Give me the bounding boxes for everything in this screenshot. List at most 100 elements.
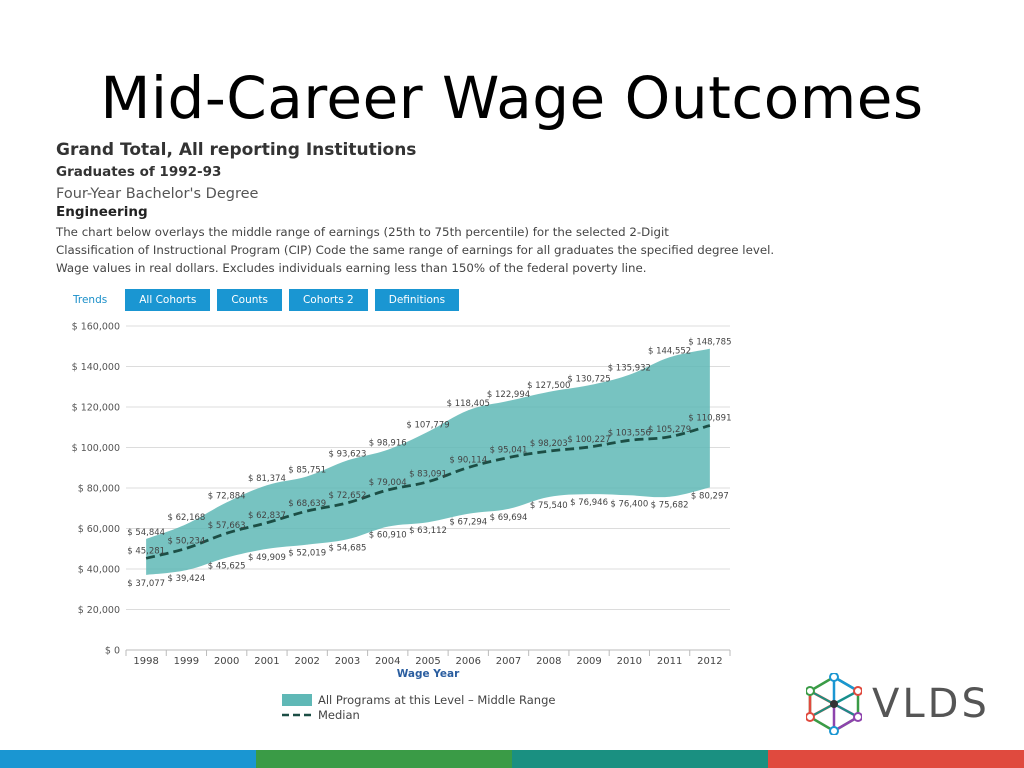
range-high-label: $ 122,994	[487, 390, 530, 400]
vlds-logo: VLDS	[806, 673, 990, 735]
x-tick-label: 2012	[697, 656, 722, 667]
median-label: $ 100,227	[567, 435, 610, 445]
y-tick-label: $ 20,000	[78, 605, 120, 616]
range-low-label: $ 75,540	[530, 501, 568, 511]
chart-tabs: Trends All Cohorts Counts Cohorts 2 Defi…	[65, 289, 466, 311]
legend-median-label: Median	[318, 707, 360, 722]
median-label: $ 95,041	[490, 446, 528, 456]
x-tick-label: 1999	[174, 656, 199, 667]
range-low-label: $ 39,424	[167, 574, 205, 584]
wage-chart: $ 0 $ 20,000 $ 40,000 $ 60,000 $ 80,000 $ 100…	[72, 322, 732, 681]
median-label: $ 50,234	[167, 536, 205, 546]
description-line: Wage values in real dollars. Excludes in…	[56, 261, 647, 275]
legend-item-range[interactable]: All Programs at this Level – Middle Rang…	[282, 692, 555, 707]
y-tick-label: $ 80,000	[78, 484, 120, 495]
x-tick-label: 2001	[254, 656, 279, 667]
median-swatch	[282, 709, 312, 721]
footer-segment-blue	[0, 750, 256, 768]
range-low-label: $ 69,694	[490, 513, 528, 523]
x-tick-label: 1998	[133, 656, 158, 667]
y-tick-label: $ 60,000	[78, 524, 120, 535]
range-low-label: $ 75,682	[651, 501, 689, 511]
x-tick-label: 2000	[214, 656, 239, 667]
range-low-label: $ 76,400	[610, 499, 648, 509]
median-label: $ 79,004	[369, 478, 407, 488]
range-low-label: $ 45,625	[208, 562, 246, 572]
trends-link[interactable]: Trends	[73, 294, 108, 306]
footer-segment-teal	[512, 750, 768, 768]
median-label: $ 83,091	[409, 470, 447, 480]
x-tick-label: 2007	[496, 656, 521, 667]
x-tick-label: 2009	[576, 656, 601, 667]
footer-color-bar	[0, 750, 1024, 768]
range-high-label: $ 85,751	[288, 465, 326, 475]
logo-text: VLDS	[872, 681, 990, 727]
median-label: $ 98,203	[530, 439, 568, 449]
range-low-label: $ 60,910	[369, 531, 407, 541]
x-tick-label: 2008	[536, 656, 561, 667]
x-tick-label: 2003	[335, 656, 360, 667]
counts-button[interactable]: Counts	[217, 289, 282, 311]
median-label: $ 105,279	[648, 425, 691, 435]
median-label: $ 57,663	[208, 521, 246, 531]
cohorts-2-button[interactable]: Cohorts 2	[288, 289, 368, 311]
range-high-label: $ 148,785	[688, 338, 731, 348]
definitions-button[interactable]: Definitions	[374, 289, 460, 311]
range-high-label: $ 144,552	[648, 346, 691, 356]
range-low-label: $ 49,909	[248, 553, 286, 563]
range-swatch	[282, 693, 312, 706]
range-high-label: $ 81,374	[248, 474, 286, 484]
legend-item-median[interactable]: Median	[282, 707, 555, 722]
median-label: $ 68,639	[288, 499, 326, 509]
range-low-label: $ 67,294	[449, 518, 487, 528]
median-label: $ 45,281	[127, 546, 165, 556]
range-low-label: $ 37,077	[127, 579, 165, 589]
degree-label: Four-Year Bachelor's Degree	[56, 186, 259, 202]
report-header: Grand Total, All reporting Institutions …	[56, 140, 796, 277]
network-icon	[806, 673, 862, 735]
median-label: $ 90,114	[449, 456, 487, 466]
range-high-label: $ 93,623	[329, 449, 367, 459]
range-high-label: $ 130,725	[567, 374, 610, 384]
y-tick-label: $ 140,000	[72, 362, 120, 373]
range-low-label: $ 76,946	[570, 498, 608, 508]
range-low-label: $ 52,019	[288, 549, 326, 559]
x-tick-label: 2002	[294, 656, 319, 667]
range-high-label: $ 118,405	[447, 399, 490, 409]
y-tick-label: $ 40,000	[78, 565, 120, 576]
y-tick-label: $ 160,000	[72, 322, 120, 333]
range-high-label: $ 135,932	[608, 364, 651, 374]
range-high-label: $ 72,884	[208, 491, 246, 501]
y-tick-label: $ 100,000	[72, 443, 120, 454]
description-line: The chart below overlays the middle rang…	[56, 225, 669, 239]
range-high-label: $ 54,844	[127, 528, 165, 538]
footer-segment-green	[256, 750, 512, 768]
program-label: Engineering	[56, 204, 148, 220]
x-tick-label: 2006	[456, 656, 481, 667]
chart-description: The chart below overlays the middle rang…	[56, 223, 796, 277]
y-tick-label: $ 0	[105, 646, 120, 657]
x-tick-label: 2011	[657, 656, 682, 667]
range-high-label: $ 62,168	[167, 513, 205, 523]
legend-range-label: All Programs at this Level – Middle Rang…	[318, 692, 556, 707]
median-label: $ 110,891	[688, 413, 731, 423]
range-high-label: $ 98,916	[369, 439, 407, 449]
report-heading: Grand Total, All reporting Institutions	[56, 140, 417, 160]
footer-segment-red	[768, 750, 1024, 768]
cohort-label: Graduates of 1992-93	[56, 164, 222, 180]
range-low-label: $ 80,297	[691, 491, 729, 501]
range-low-label: $ 63,112	[409, 526, 447, 536]
all-cohorts-button[interactable]: All Cohorts	[125, 289, 211, 311]
x-tick-label: 2005	[415, 656, 440, 667]
median-label: $ 72,652	[329, 491, 367, 501]
slide-title: Mid-Career Wage Outcomes	[100, 64, 924, 132]
y-tick-label: $ 120,000	[72, 403, 120, 414]
median-label: $ 62,837	[248, 511, 286, 521]
range-high-label: $ 107,779	[406, 421, 449, 431]
x-axis-title: Wage Year	[397, 668, 460, 680]
description-line: Classification of Instructional Program …	[56, 243, 775, 257]
median-label: $ 103,556	[608, 428, 651, 438]
chart-legend: All Programs at this Level – Middle Rang…	[282, 692, 555, 722]
range-high-label: $ 127,500	[527, 381, 570, 391]
range-band	[146, 348, 710, 575]
